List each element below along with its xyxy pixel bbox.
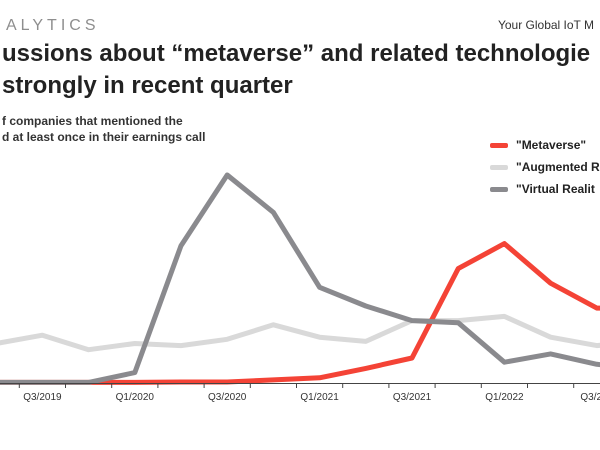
y-axis-label: f companies that mentioned the d at leas…	[2, 113, 205, 145]
legend-item-virtual-reality: "Virtual Realit	[490, 178, 600, 200]
legend-label-virtual-reality: "Virtual Realit	[516, 182, 595, 196]
series-line-virtual-reality	[0, 172, 600, 385]
chart-legend: "Metaverse" "Augmented R "Virtual Realit	[490, 134, 600, 200]
series-line-augmented-reality	[0, 313, 600, 353]
legend-item-augmented-reality: "Augmented R	[490, 156, 600, 178]
legend-label-metaverse: "Metaverse"	[516, 138, 587, 152]
header-tagline: Your Global IoT M	[497, 18, 594, 32]
legend-swatch-augmented-reality	[490, 164, 508, 170]
chart-title: ussions about “metaverse” and related te…	[2, 38, 590, 102]
brand-logo-text: ALYTICS	[6, 17, 100, 34]
x-tick-label: Q3/2019	[23, 392, 62, 403]
y-axis-label-line-1: f companies that mentioned the	[2, 114, 183, 128]
x-tick-label: Q3/2021	[393, 392, 432, 403]
chart-title-line-1: ussions about “metaverse” and related te…	[2, 40, 591, 67]
x-tick-label: Q1/2022	[485, 392, 524, 403]
x-tick-label: Q1/2020	[116, 392, 155, 403]
y-axis-label-line-2: d at least once in their earnings call	[2, 130, 206, 144]
chart-title-line-2: strongly in recent quarter	[2, 72, 293, 99]
x-tick-label: Q3/2020	[208, 392, 247, 403]
legend-label-augmented-reality: "Augmented R	[516, 160, 600, 174]
x-tick-label: Q1/2021	[300, 392, 339, 403]
legend-swatch-metaverse	[490, 142, 508, 148]
legend-item-metaverse: "Metaverse"	[490, 134, 600, 156]
legend-swatch-virtual-reality	[490, 186, 508, 192]
x-tick-label: Q3/202	[580, 392, 600, 403]
